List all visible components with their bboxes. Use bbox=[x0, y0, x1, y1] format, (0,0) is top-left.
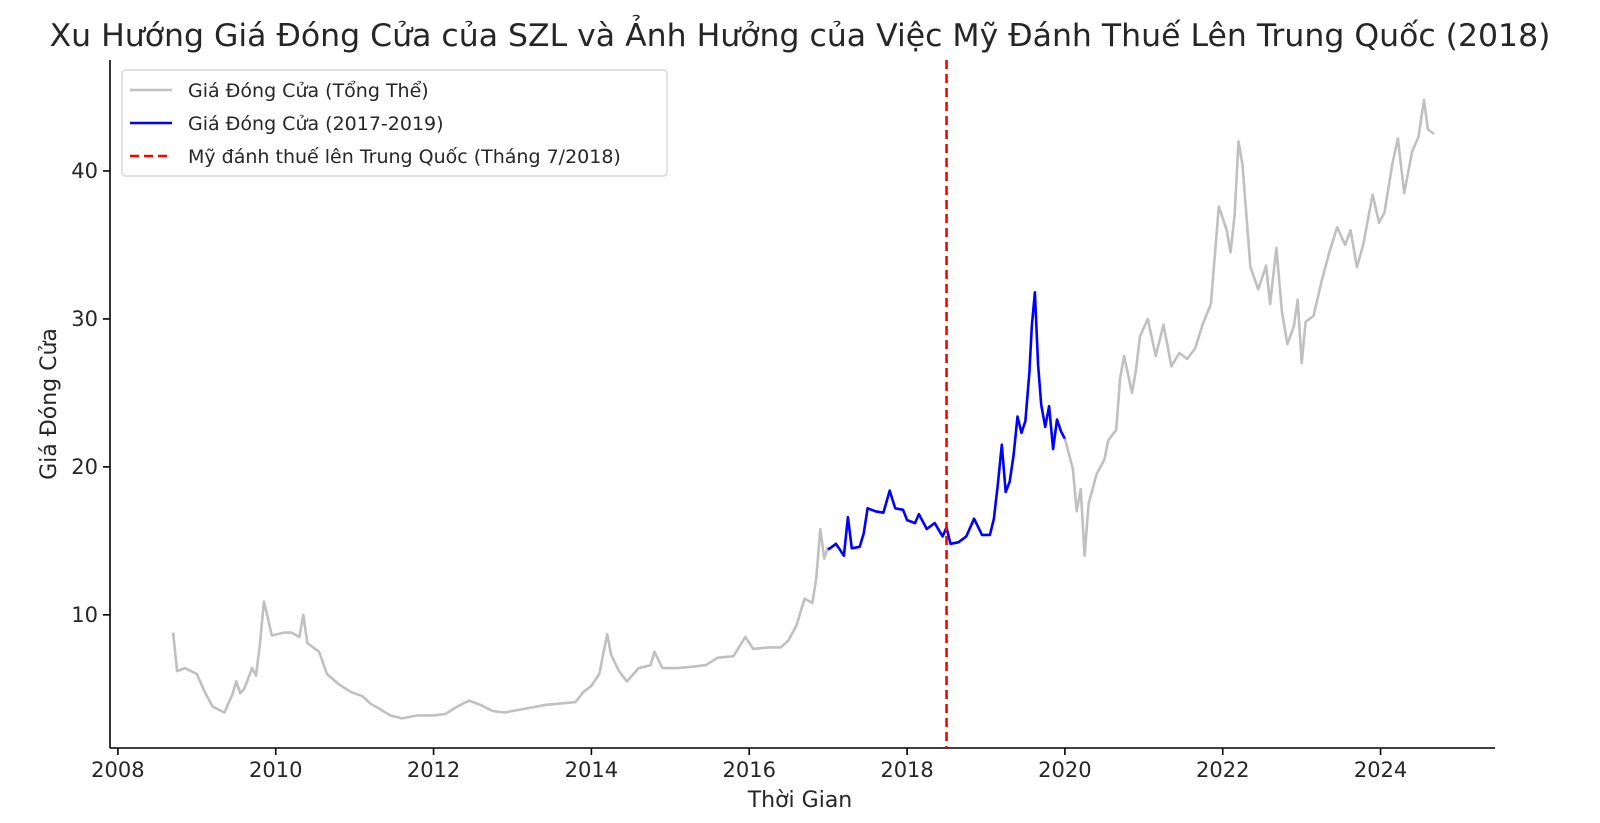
legend-label: Giá Đóng Cửa (2017-2019) bbox=[188, 113, 444, 135]
x-tick-label: 2014 bbox=[565, 758, 618, 782]
legend-label: Mỹ đánh thuế lên Trung Quốc (Tháng 7/201… bbox=[188, 146, 621, 168]
legend: Giá Đóng Cửa (Tổng Thể) Giá Đóng Cửa (201… bbox=[121, 69, 668, 177]
x-tick-label: 2020 bbox=[1038, 758, 1091, 782]
x-tick-label: 2010 bbox=[249, 758, 302, 782]
chart-title: Xu Hướng Giá Đóng Cửa của SZL và Ảnh Hưở… bbox=[50, 13, 1551, 54]
x-tick-label: 2024 bbox=[1354, 758, 1407, 782]
series-line-3 bbox=[1063, 98, 1435, 557]
legend-box bbox=[121, 69, 668, 177]
x-tick-label: 2008 bbox=[91, 758, 144, 782]
y-tick-label: 40 bbox=[71, 159, 98, 183]
plot-area: 2008 2010 2012 2014 2016 2018 2020 2022 2024 10 20… bbox=[71, 60, 1495, 782]
x-tick-label: 2016 bbox=[723, 758, 776, 782]
legend-label: Giá Đóng Cửa (Tổng Thể) bbox=[188, 80, 429, 102]
x-axis-label: Thời Gian bbox=[747, 788, 853, 813]
x-tick-label: 2018 bbox=[880, 758, 933, 782]
x-tick-label: 2022 bbox=[1196, 758, 1249, 782]
x-tick-label: 2012 bbox=[407, 758, 460, 782]
series-line-1 bbox=[171, 527, 830, 720]
y-tick-label: 10 bbox=[71, 603, 98, 627]
series-line-2 bbox=[827, 291, 1067, 557]
y-axis-label: Giá Đóng Cửa bbox=[37, 328, 62, 480]
y-tick-label: 20 bbox=[71, 455, 98, 479]
y-tick-label: 30 bbox=[71, 307, 98, 331]
